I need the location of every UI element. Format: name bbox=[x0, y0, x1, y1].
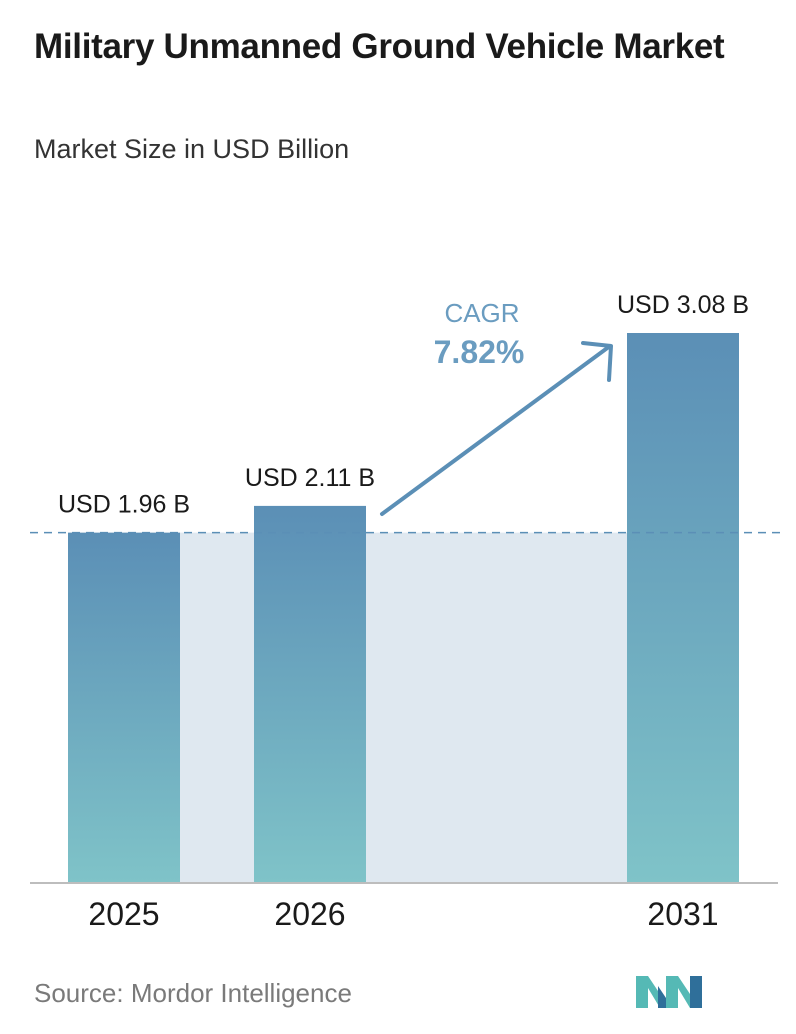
baseline-band bbox=[366, 532, 627, 882]
value-label-2031: USD 3.08 B bbox=[617, 291, 749, 319]
x-tick-label-2031: 2031 bbox=[647, 896, 718, 932]
cagr-annotation: CAGR 7.82% bbox=[380, 298, 613, 516]
chart-subtitle: Market Size in USD Billion bbox=[34, 134, 350, 164]
x-tick-label-2026: 2026 bbox=[274, 896, 345, 932]
cagr-value: 7.82% bbox=[434, 334, 525, 370]
source-note: Source: Mordor Intelligence bbox=[34, 978, 352, 1008]
bar-2031 bbox=[627, 333, 739, 882]
x-tick-label-2025: 2025 bbox=[88, 896, 159, 932]
mordor-intelligence-logo bbox=[636, 976, 702, 1008]
bar-2026 bbox=[254, 505, 366, 882]
bar-2025 bbox=[68, 532, 180, 882]
chart-title: Military Unmanned Ground Vehicle Market bbox=[34, 27, 725, 66]
value-label-2025: USD 1.96 B bbox=[58, 491, 190, 519]
cagr-arrow-head bbox=[581, 341, 613, 382]
cagr-label: CAGR bbox=[444, 298, 519, 328]
baseline-band bbox=[180, 532, 254, 882]
bar-chart: USD 1.96 B USD 2.11 B USD 3.08 B 2025 2026 2… bbox=[30, 291, 780, 932]
value-label-2026: USD 2.11 B bbox=[245, 464, 375, 492]
cagr-arrow bbox=[380, 344, 612, 516]
